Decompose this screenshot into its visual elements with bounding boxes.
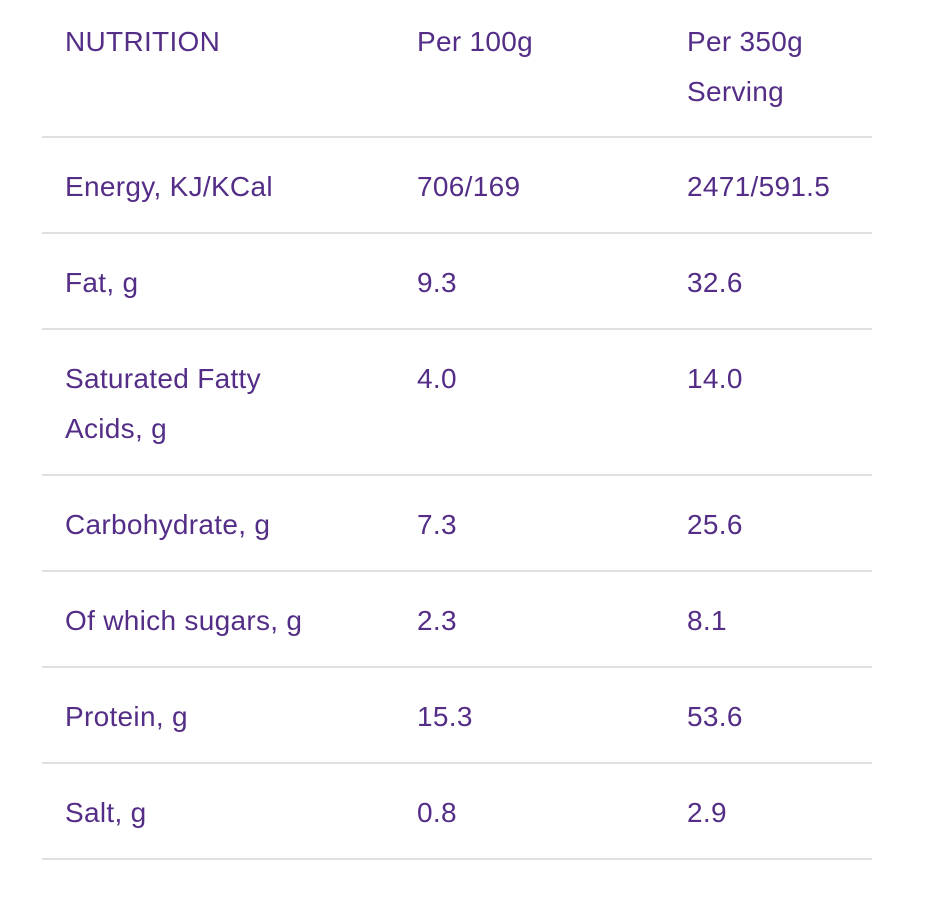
nutrition-table-header: NUTRITION Per 100g Per 350g Serving [42,0,872,138]
nutrient-label: Fat, g [42,233,417,330]
nutrient-label: Saturated Fatty Acids, g [42,329,417,476]
per-serving-value: 53.6 [687,667,872,764]
table-row: Salt, g 0.8 2.9 [42,763,872,860]
table-row: Protein, g 15.3 53.6 [42,667,872,764]
per-serving-value: 25.6 [687,475,872,572]
table-row: Carbohydrate, g 7.3 25.6 [42,475,872,572]
column-header-per-100g: Per 100g [417,0,687,138]
nutrition-table-body: Energy, KJ/KCal 706/169 2471/591.5 Fat, g 9.… [42,137,872,860]
table-row: Energy, KJ/KCal 706/169 2471/591.5 [42,137,872,234]
per-serving-value: 8.1 [687,571,872,668]
per-serving-value: 14.0 [687,329,872,476]
nutrient-label: Salt, g [42,763,417,860]
nutrient-label: Energy, KJ/KCal [42,137,417,234]
nutrient-label: Of which sugars, g [42,571,417,668]
column-header-nutrition: NUTRITION [42,0,417,138]
per-100g-value: 15.3 [417,667,687,764]
nutrient-label: Protein, g [42,667,417,764]
nutrition-table: NUTRITION Per 100g Per 350g Serving Ener… [42,0,872,860]
nutrient-label: Carbohydrate, g [42,475,417,572]
per-100g-value: 2.3 [417,571,687,668]
per-100g-value: 9.3 [417,233,687,330]
per-100g-value: 706/169 [417,137,687,234]
table-row: Fat, g 9.3 32.6 [42,233,872,330]
per-100g-value: 0.8 [417,763,687,860]
per-100g-value: 7.3 [417,475,687,572]
per-100g-value: 4.0 [417,329,687,476]
header-row: NUTRITION Per 100g Per 350g Serving [42,0,872,138]
table-row: Of which sugars, g 2.3 8.1 [42,571,872,668]
table-row: Saturated Fatty Acids, g 4.0 14.0 [42,329,872,476]
column-header-per-serving: Per 350g Serving [687,0,872,138]
per-serving-value: 2471/591.5 [687,137,872,234]
nutrition-section: NUTRITION Per 100g Per 350g Serving Ener… [42,0,872,860]
per-serving-value: 32.6 [687,233,872,330]
per-serving-value: 2.9 [687,763,872,860]
